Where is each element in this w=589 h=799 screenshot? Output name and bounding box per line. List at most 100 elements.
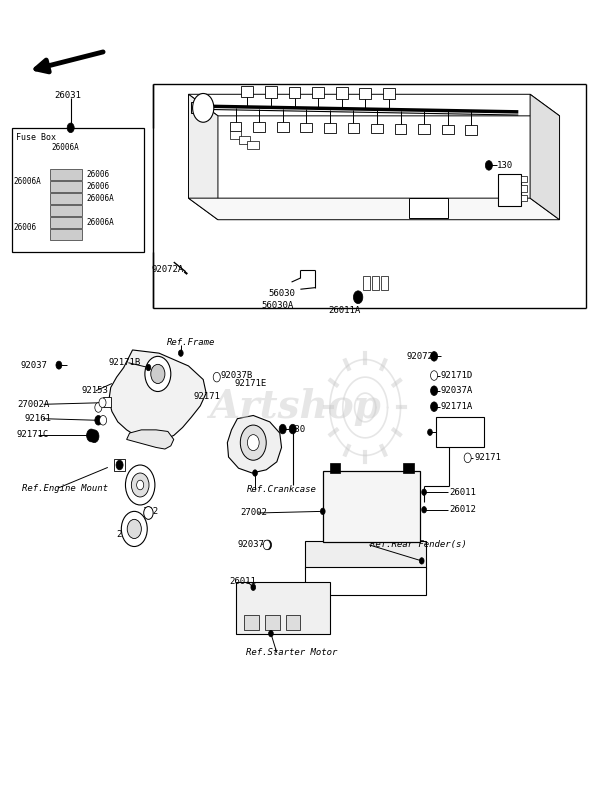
- Bar: [286, 615, 300, 630]
- Circle shape: [464, 453, 471, 463]
- Bar: [241, 86, 253, 97]
- Bar: [323, 471, 420, 542]
- Circle shape: [431, 386, 438, 396]
- Circle shape: [428, 429, 432, 435]
- Circle shape: [116, 460, 123, 470]
- Text: 92171: 92171: [474, 453, 501, 463]
- Circle shape: [178, 350, 183, 356]
- Bar: [521, 195, 527, 201]
- Bar: [442, 125, 454, 134]
- Bar: [247, 141, 259, 149]
- Circle shape: [419, 558, 424, 564]
- Circle shape: [145, 356, 171, 392]
- Bar: [50, 229, 82, 240]
- Polygon shape: [109, 350, 206, 441]
- Text: 26006: 26006: [13, 223, 36, 233]
- Circle shape: [146, 364, 151, 371]
- Circle shape: [264, 540, 272, 550]
- Circle shape: [90, 430, 99, 443]
- Text: 92171D: 92171D: [441, 371, 473, 380]
- Text: 26006A: 26006A: [87, 194, 114, 204]
- Circle shape: [263, 540, 270, 550]
- Bar: [436, 417, 484, 447]
- Circle shape: [253, 470, 257, 476]
- Bar: [12, 128, 144, 252]
- Text: 92153: 92153: [81, 386, 108, 396]
- Text: 26006A: 26006A: [13, 177, 41, 186]
- Circle shape: [269, 630, 273, 637]
- Bar: [230, 121, 241, 131]
- Circle shape: [121, 511, 147, 547]
- Text: 92171: 92171: [193, 392, 220, 401]
- Bar: [312, 87, 324, 98]
- Circle shape: [247, 435, 259, 451]
- Circle shape: [151, 364, 165, 384]
- Bar: [330, 463, 340, 473]
- Bar: [381, 276, 388, 290]
- Text: 56030A: 56030A: [262, 300, 294, 310]
- Text: 92037B: 92037B: [237, 539, 270, 549]
- Text: 92171E: 92171E: [234, 379, 267, 388]
- Bar: [305, 541, 426, 569]
- Bar: [50, 181, 82, 192]
- Bar: [265, 86, 277, 97]
- Bar: [363, 276, 370, 290]
- Bar: [395, 124, 406, 133]
- Text: 26011A: 26011A: [329, 306, 361, 316]
- Text: Ref.Starter Motor: Ref.Starter Motor: [246, 648, 337, 658]
- Bar: [277, 122, 289, 132]
- Text: 26006: 26006: [87, 170, 110, 180]
- Text: 92072: 92072: [406, 352, 434, 361]
- Bar: [289, 86, 300, 97]
- Text: 56030: 56030: [269, 288, 296, 298]
- Circle shape: [422, 489, 426, 495]
- Bar: [324, 123, 336, 133]
- Text: 92072A: 92072A: [152, 264, 184, 274]
- Text: 132: 132: [143, 507, 158, 516]
- Bar: [465, 125, 477, 134]
- Text: 26006A: 26006A: [87, 218, 114, 228]
- Text: 26011: 26011: [230, 577, 257, 586]
- Bar: [191, 102, 208, 113]
- Bar: [300, 123, 312, 133]
- Text: 92037A: 92037A: [441, 386, 473, 396]
- Text: 26006: 26006: [87, 182, 110, 192]
- Circle shape: [431, 352, 438, 361]
- Text: 27002: 27002: [240, 508, 267, 518]
- Text: 92171A: 92171A: [441, 402, 473, 411]
- Text: Ref.Crankcase: Ref.Crankcase: [247, 485, 317, 495]
- Circle shape: [87, 429, 96, 442]
- Bar: [418, 125, 430, 134]
- Circle shape: [279, 424, 286, 434]
- Bar: [359, 88, 371, 99]
- Text: (' 06): (' 06): [441, 435, 473, 445]
- Bar: [50, 205, 82, 216]
- Bar: [244, 615, 259, 630]
- Bar: [372, 276, 379, 290]
- Bar: [305, 567, 426, 595]
- Bar: [265, 615, 280, 630]
- Text: Ref.Engine Mount: Ref.Engine Mount: [22, 483, 108, 493]
- Text: Ref.Rear Fender(s): Ref.Rear Fender(s): [370, 540, 466, 550]
- Text: 27002A: 27002A: [18, 400, 50, 409]
- Text: 130: 130: [290, 424, 306, 434]
- Bar: [103, 397, 111, 407]
- Bar: [50, 193, 82, 204]
- Circle shape: [67, 123, 74, 133]
- Text: 92161: 92161: [25, 414, 52, 423]
- Circle shape: [125, 465, 155, 505]
- Bar: [114, 459, 125, 471]
- Polygon shape: [188, 94, 218, 220]
- Bar: [521, 176, 527, 182]
- Bar: [498, 174, 521, 206]
- Circle shape: [95, 415, 102, 425]
- Text: Artshop: Artshop: [209, 388, 380, 427]
- Circle shape: [95, 403, 102, 412]
- Bar: [403, 463, 414, 473]
- Bar: [230, 131, 241, 139]
- Polygon shape: [227, 415, 282, 473]
- Circle shape: [56, 361, 62, 369]
- Circle shape: [131, 473, 149, 497]
- Circle shape: [289, 424, 296, 434]
- Circle shape: [485, 161, 492, 170]
